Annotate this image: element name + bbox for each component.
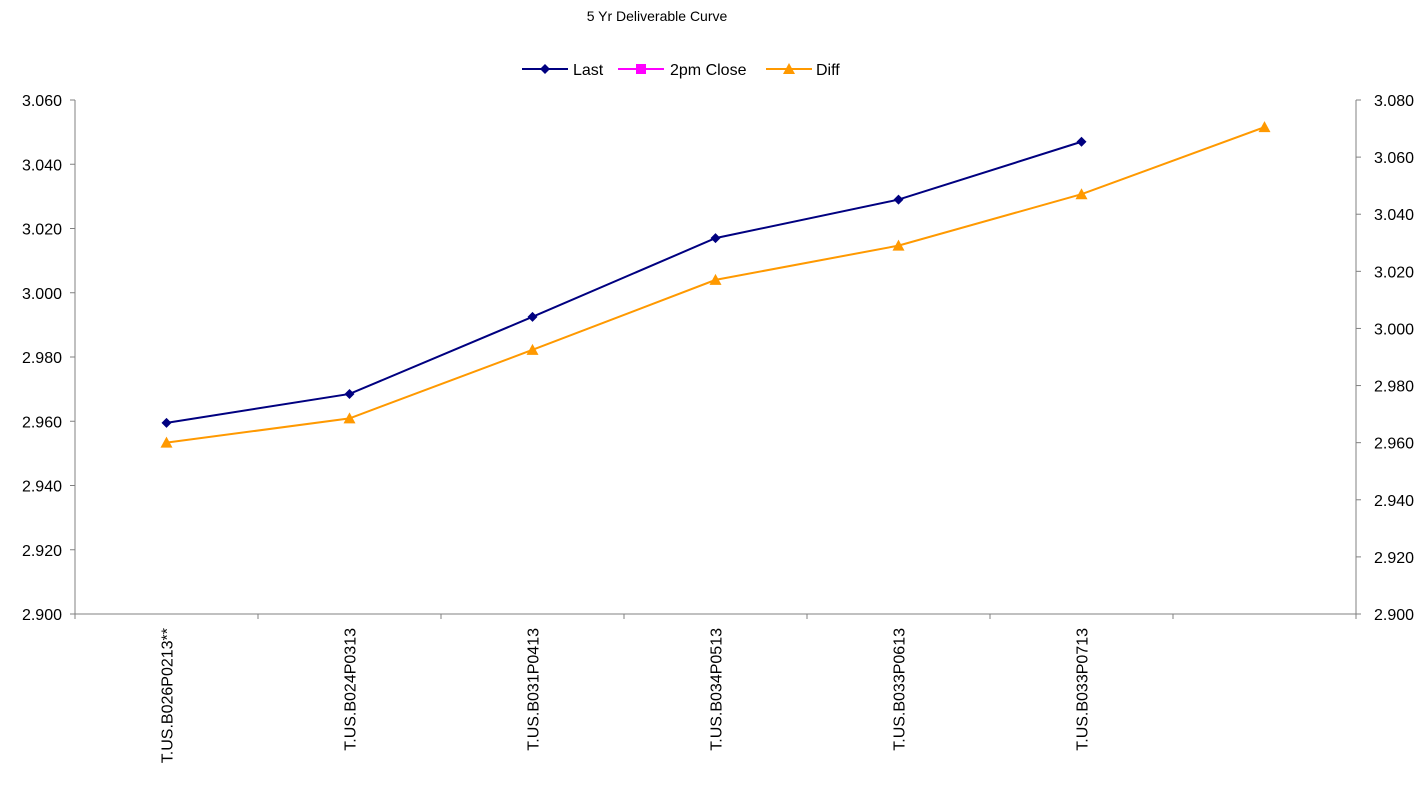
left-tick-label: 3.020 <box>22 222 62 239</box>
right-tick-label: 2.920 <box>1374 550 1414 567</box>
left-tick-label: 2.960 <box>22 414 62 431</box>
right-tick-label: 2.900 <box>1374 607 1414 624</box>
right-tick-label: 3.020 <box>1374 264 1414 281</box>
legend-marker <box>540 64 550 74</box>
left-tick-label: 2.900 <box>22 607 62 624</box>
data-point <box>1258 121 1271 133</box>
x-category-label: T.US.B024P0313 <box>343 628 360 751</box>
series-diff <box>160 121 1271 448</box>
chart-title: 5 Yr Deliverable Curve <box>587 8 728 24</box>
series-last <box>161 136 1087 428</box>
legend-marker <box>636 64 646 74</box>
left-tick-label: 3.000 <box>22 286 62 303</box>
axes: 2.900 2.920 2.940 2.960 2.980 3.000 3.020 3.040… <box>22 93 1414 763</box>
data-point <box>160 436 173 448</box>
plot-area <box>160 121 1271 448</box>
data-point <box>710 233 721 244</box>
data-point <box>709 273 722 285</box>
data-point <box>343 412 356 424</box>
series-line <box>166 140 1082 424</box>
right-tick-label: 2.980 <box>1374 379 1414 396</box>
legend: Last 2pm Close Diff <box>522 62 840 79</box>
data-point <box>161 417 172 428</box>
legend-label: Last <box>573 62 604 79</box>
right-tick-label: 3.060 <box>1374 150 1414 167</box>
legend-marker <box>783 63 795 74</box>
data-point <box>526 343 539 355</box>
left-tick-label: 3.040 <box>22 157 62 174</box>
legend-label: 2pm Close <box>670 62 747 79</box>
legend-item: 2pm Close <box>618 62 747 79</box>
x-category-label: T.US.B033P0613 <box>892 628 909 751</box>
right-tick-label: 3.080 <box>1374 93 1414 110</box>
data-point <box>527 311 538 322</box>
left-tick-label: 2.940 <box>22 479 62 496</box>
legend-item: Diff <box>766 62 840 79</box>
right-tick-label: 2.960 <box>1374 436 1414 453</box>
left-tick-label: 3.060 <box>22 93 62 110</box>
right-tick-label: 3.040 <box>1374 207 1414 224</box>
x-category-label: T.US.B034P0513 <box>709 628 726 751</box>
data-point <box>892 239 905 251</box>
data-point <box>1076 136 1087 147</box>
x-category-label: T.US.B026P0213** <box>160 628 177 763</box>
left-tick-label: 2.920 <box>22 543 62 560</box>
x-category-label: T.US.B031P0413 <box>526 628 543 751</box>
data-point <box>1075 188 1088 200</box>
left-tick-label: 2.980 <box>22 350 62 367</box>
data-point <box>344 388 355 399</box>
legend-item: Last <box>522 62 604 79</box>
data-point <box>893 194 904 205</box>
right-tick-label: 3.000 <box>1374 321 1414 338</box>
right-tick-label: 2.940 <box>1374 493 1414 510</box>
x-category-label: T.US.B033P0713 <box>1075 628 1092 751</box>
legend-label: Diff <box>816 62 840 79</box>
